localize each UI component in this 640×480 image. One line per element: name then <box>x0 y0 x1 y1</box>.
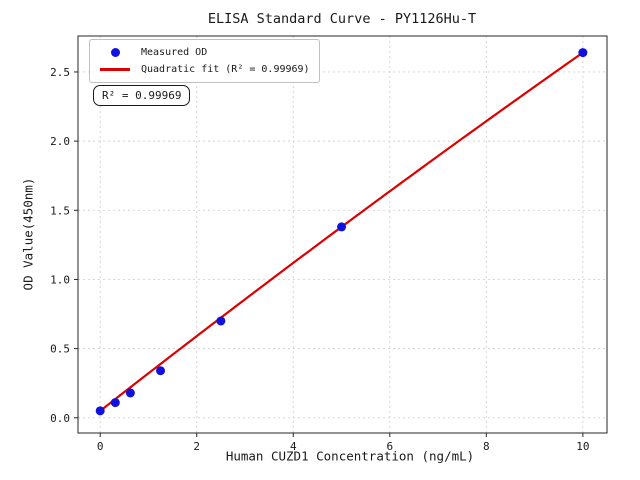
r-squared-annotation: R² = 0.99969 <box>93 85 191 106</box>
data-point <box>337 222 347 232</box>
x-axis-label: Human CUZD1 Concentration (ng/mL) <box>225 448 475 464</box>
x-tick-label: 0 <box>97 440 104 453</box>
legend-label-quadratic-fit: Quadratic fit (R² = 0.99969) <box>141 64 310 75</box>
x-tick-label: 2 <box>193 440 200 453</box>
x-tick-label: 4 <box>290 440 297 453</box>
legend: Measured OD Quadratic fit (R² = 0.99969) <box>89 39 320 83</box>
y-tick-label: 1.5 <box>50 204 70 217</box>
fit-line-marker-icon <box>100 68 130 71</box>
scatter-dot-marker-icon <box>110 48 120 57</box>
data-point <box>216 316 226 326</box>
legend-item-measured-od: Measured OD <box>97 44 310 61</box>
y-tick-label: 0.5 <box>50 343 70 356</box>
y-tick-label: 2.0 <box>50 135 70 148</box>
data-point <box>110 398 120 408</box>
y-axis-label: OD Value(450nm) <box>20 177 36 291</box>
plot-frame <box>77 35 608 434</box>
y-tick-label: 2.5 <box>50 66 70 79</box>
legend-label-measured-od: Measured OD <box>141 47 208 58</box>
data-point <box>156 366 166 376</box>
data-point <box>125 388 135 398</box>
data-point <box>95 406 105 416</box>
x-tick-label: 10 <box>576 440 589 453</box>
x-tick-label: 6 <box>386 440 393 453</box>
chart-title: ELISA Standard Curve - PY1126Hu-T <box>207 11 477 27</box>
y-tick-label: 0.0 <box>50 412 70 425</box>
legend-item-quadratic-fit: Quadratic fit (R² = 0.99969) <box>97 61 310 78</box>
quadratic-fit-line <box>99 51 584 412</box>
y-tick-label: 1.0 <box>50 273 70 286</box>
x-tick-label: 8 <box>483 440 490 453</box>
data-point <box>578 48 588 58</box>
